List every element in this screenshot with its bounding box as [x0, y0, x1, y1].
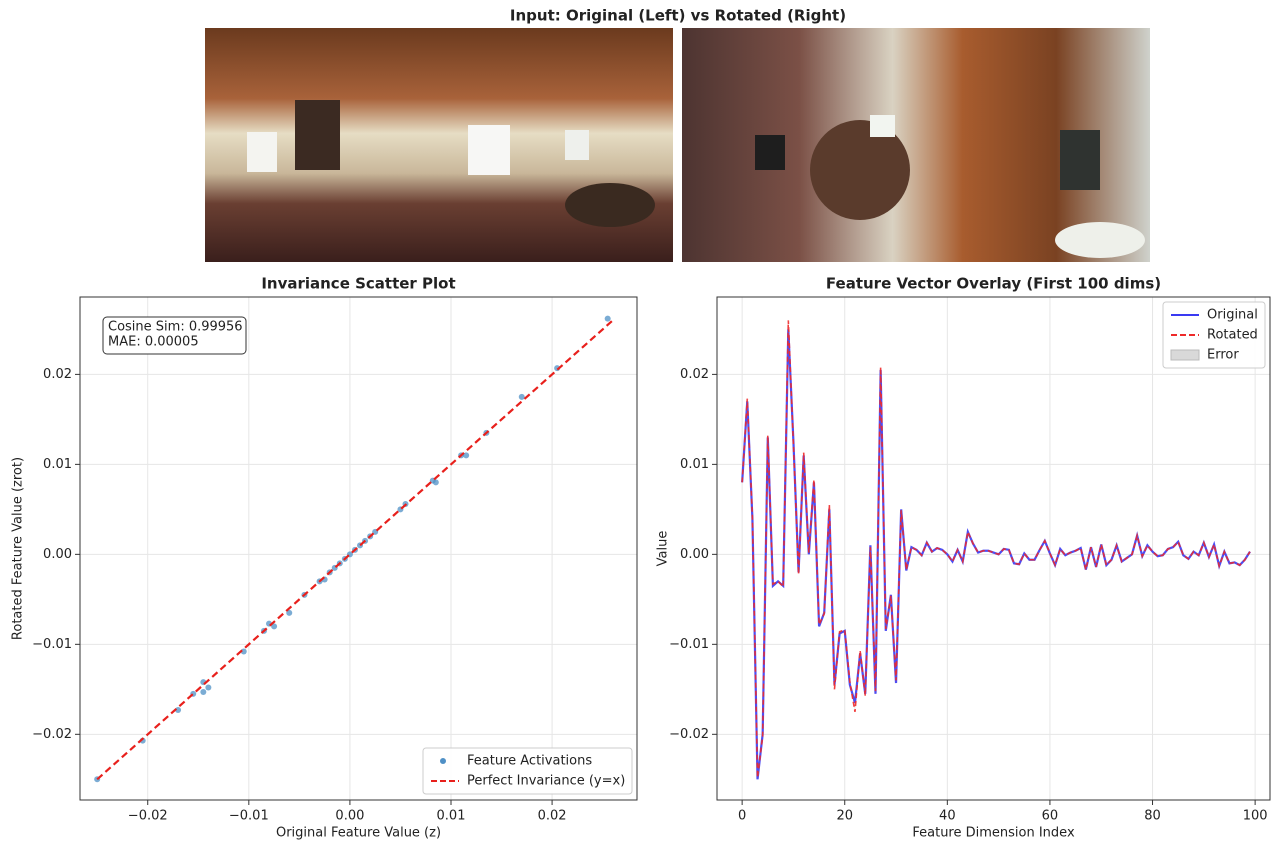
legend-marker — [440, 758, 446, 764]
chart-title: Invariance Scatter Plot — [261, 275, 455, 293]
y-axis-label: Value — [656, 531, 671, 567]
x-tick-label: 60 — [1042, 809, 1059, 824]
x-axis-label: Feature Dimension Index — [912, 826, 1075, 841]
scatter-point — [604, 315, 611, 322]
x-tick-label: −0.01 — [229, 809, 269, 824]
legend-label: Rotated — [1207, 328, 1258, 343]
original-image — [205, 28, 673, 262]
legend-box — [422, 747, 633, 795]
y-tick-label: 0.00 — [680, 547, 709, 562]
y-axis-label: Rotated Feature Value (zrot) — [11, 457, 26, 640]
y-tick-label: 0.01 — [43, 457, 72, 472]
data-line — [741, 320, 1251, 778]
legend-label: Error — [1207, 348, 1239, 363]
plot-frame — [716, 296, 1271, 801]
scatter-point — [518, 393, 525, 400]
y-tick-label: 0.02 — [680, 367, 709, 382]
y-tick-label: −0.01 — [669, 637, 709, 652]
annotation-text: MAE: 0.00005 — [108, 335, 199, 350]
legend-label: Perfect Invariance (y=x) — [467, 774, 625, 789]
x-tick-label: 80 — [1144, 809, 1161, 824]
y-tick-label: 0.02 — [43, 367, 72, 382]
scatter-point — [200, 689, 207, 696]
annotation-text: Cosine Sim: 0.99956 — [108, 320, 243, 335]
y-tick-label: 0.01 — [680, 457, 709, 472]
error-area — [742, 320, 1250, 780]
x-tick-label: 40 — [939, 809, 956, 824]
rotated-image — [682, 28, 1150, 262]
y-tick-label: −0.01 — [32, 637, 72, 652]
scatter-point — [432, 479, 439, 486]
scatter-point — [463, 452, 470, 459]
x-tick-label: 0.02 — [538, 809, 567, 824]
legend-marker — [1170, 349, 1200, 361]
legend-label: Original — [1207, 308, 1258, 323]
y-tick-label: −0.02 — [669, 727, 709, 742]
reference-line — [96, 319, 614, 781]
scatter-point — [240, 648, 247, 655]
y-tick-label: −0.02 — [32, 727, 72, 742]
x-tick-label: 0.00 — [335, 809, 364, 824]
scatter-point — [286, 609, 293, 616]
x-tick-label: 20 — [836, 809, 853, 824]
x-tick-label: 100 — [1243, 809, 1268, 824]
legend-label: Feature Activations — [467, 754, 592, 769]
chart-title: Feature Vector Overlay (First 100 dims) — [826, 275, 1161, 293]
x-axis-label: Original Feature Value (z) — [276, 826, 441, 841]
scatter-point — [175, 707, 182, 714]
x-tick-label: 0 — [738, 809, 746, 824]
images-title: Input: Original (Left) vs Rotated (Right… — [510, 7, 846, 25]
x-tick-label: −0.02 — [128, 809, 168, 824]
scatter-point — [271, 623, 278, 630]
y-tick-label: 0.00 — [43, 547, 72, 562]
scatter-point — [205, 684, 212, 691]
plot-frame — [79, 296, 638, 801]
annotation-box — [102, 316, 247, 355]
x-tick-label: 0.01 — [437, 809, 466, 824]
